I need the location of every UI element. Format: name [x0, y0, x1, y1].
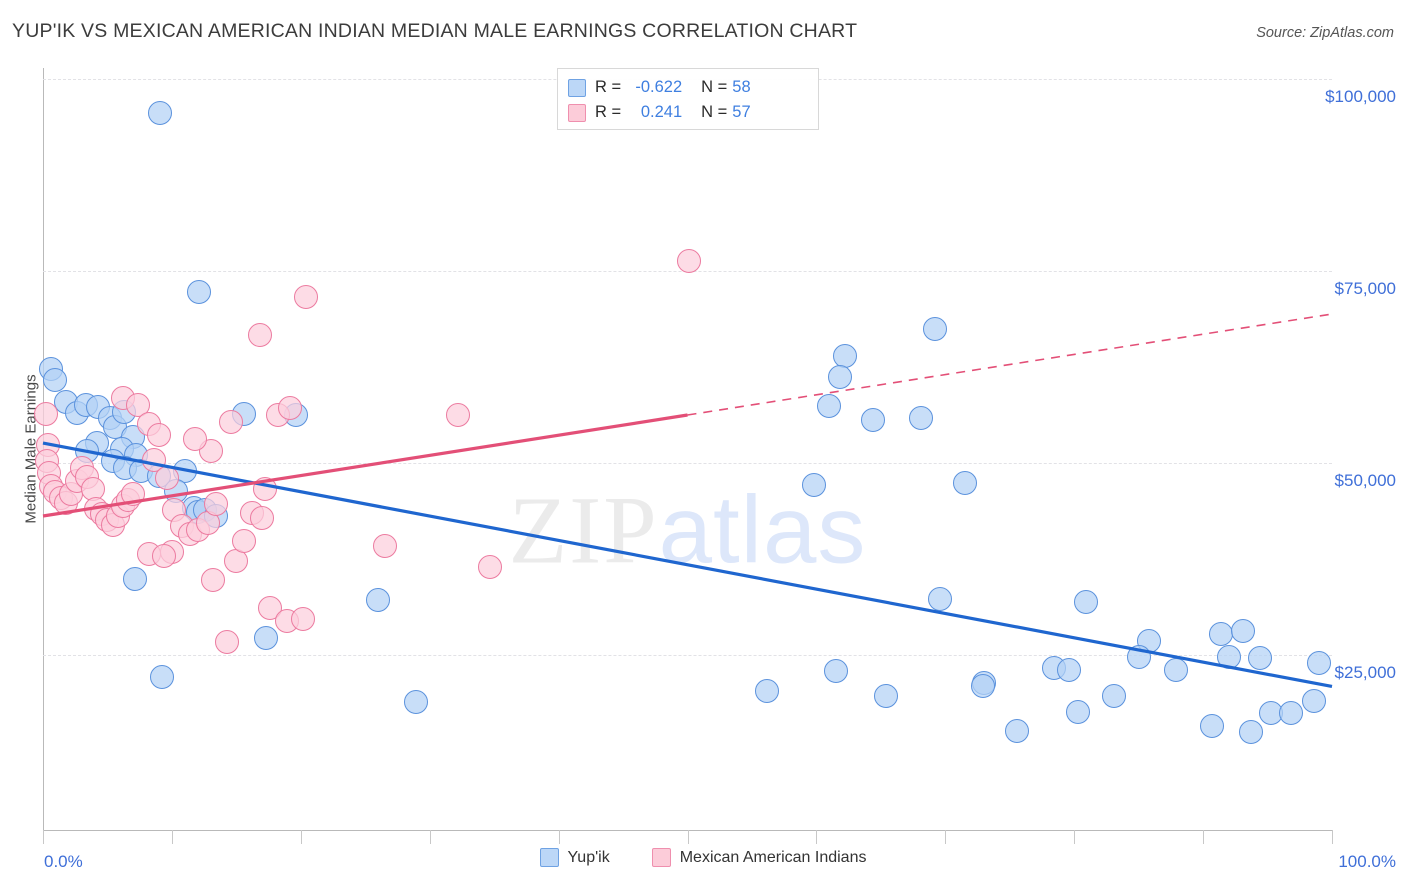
scatter-point	[219, 409, 244, 434]
stats-swatch-yupik	[568, 78, 586, 97]
scatter-point	[827, 364, 852, 389]
scatter-point	[1238, 719, 1263, 744]
x-axis-tick	[43, 830, 44, 844]
scatter-point	[215, 629, 240, 654]
scatter-point	[291, 606, 316, 631]
scatter-point	[874, 683, 898, 708]
x-axis-tick	[171, 830, 173, 844]
scatter-point	[755, 679, 780, 704]
legend-label-yupik: Yup'ik	[567, 848, 610, 866]
scatter-point	[33, 401, 58, 426]
x-axis-tick	[816, 830, 818, 844]
scatter-point	[247, 322, 272, 347]
scatter-point	[1247, 646, 1272, 671]
scatter-point	[293, 285, 318, 310]
scatter-point	[952, 470, 977, 495]
scatter-point	[252, 477, 277, 502]
scatter-point	[817, 394, 842, 419]
scatter-point	[122, 566, 147, 591]
y-axis-label-100000: $100,000	[1325, 87, 1396, 106]
scatter-point	[203, 491, 228, 516]
stats-r-label-yupik: R =	[595, 78, 622, 96]
scatter-point	[676, 249, 701, 274]
scatter-point	[250, 506, 275, 531]
scatter-point	[201, 567, 226, 592]
legend-swatch-yupik	[539, 848, 559, 867]
scatter-point	[928, 586, 953, 611]
x-axis-max-label: 100.0%	[1338, 852, 1396, 871]
scatter-point	[1301, 689, 1326, 714]
scatter-point	[147, 423, 171, 448]
correlation-stats-box: R = -0.622 N = 58 R = 0.241 N = 57	[557, 68, 819, 130]
stats-r-label-mexican-american-indians: R =	[595, 103, 622, 121]
y-axis-label-75000: $75,000	[1334, 279, 1396, 298]
scatter-point	[149, 665, 174, 690]
scatter-point	[154, 466, 179, 491]
scatter-point	[403, 689, 428, 714]
legend-item-mexican-american-indians[interactable]: Mexican American Indians	[651, 848, 867, 867]
stats-row-yupik: R = -0.622 N = 58	[568, 75, 808, 100]
scatter-point	[1209, 622, 1234, 647]
stats-swatch-mexican-american-indians	[568, 103, 586, 122]
scatter-point	[1200, 713, 1225, 738]
stats-n-value-mexican-american-indians: 57	[732, 103, 751, 121]
stats-n-value-yupik: 58	[732, 78, 751, 96]
stats-r-value-yupik: -0.622	[635, 78, 683, 96]
stats-r-value-mexican-american-indians: 0.241	[640, 103, 683, 121]
x-axis-tick	[1203, 830, 1205, 844]
scatter-point	[1073, 590, 1098, 614]
series-legend: Yup'ik Mexican American Indians	[0, 848, 1406, 867]
x-axis-tick	[300, 830, 302, 844]
x-axis-tick	[1074, 830, 1076, 844]
scatter-point	[446, 403, 471, 428]
watermark-atlas: atlas	[658, 476, 867, 584]
watermark-zip: ZIP	[508, 476, 659, 584]
scatter-point	[253, 626, 278, 651]
scatter-point	[372, 533, 397, 558]
scatter-point	[1278, 701, 1303, 726]
scatter-point	[861, 407, 886, 432]
x-axis-tick	[1332, 830, 1333, 844]
x-axis-tick	[945, 830, 947, 844]
scatter-point	[1102, 684, 1127, 709]
scatter-point	[1005, 719, 1030, 744]
gridline-50000	[43, 463, 1332, 464]
stats-n-label-yupik: N =	[701, 78, 728, 96]
y-axis-label-50000: $50,000	[1334, 471, 1396, 490]
stats-n-label-mexican-american-indians: N =	[701, 103, 728, 121]
scatter-point	[478, 555, 503, 580]
plot-area: Median Male Earnings ZIPatlas	[23, 68, 1332, 830]
scatter-point	[1126, 645, 1151, 670]
scatter-point	[148, 100, 173, 125]
scatter-point	[232, 529, 257, 554]
legend-label-mexican-american-indians: Mexican American Indians	[679, 848, 867, 866]
source-note: Source: ZipAtlas.com	[1256, 25, 1394, 41]
scatter-point	[186, 279, 211, 304]
scatter-point	[1216, 645, 1241, 670]
legend-item-yupik[interactable]: Yup'ik	[539, 848, 610, 867]
scatter-point	[970, 674, 995, 699]
scatter-point	[801, 472, 826, 497]
page-title: YUP'IK VS MEXICAN AMERICAN INDIAN MEDIAN…	[12, 20, 858, 42]
scatter-point	[922, 317, 947, 342]
scatter-point	[121, 481, 146, 506]
stats-row-mexican-american-indians: R = 0.241 N = 57	[568, 100, 808, 125]
scatter-point	[823, 659, 848, 684]
scatter-point	[152, 543, 177, 568]
scatter-point	[1066, 699, 1091, 724]
scatter-point	[366, 587, 391, 612]
scatter-point	[908, 406, 933, 431]
x-axis-tick	[687, 830, 689, 844]
legend-swatch-mexican-american-indians	[651, 848, 671, 867]
scatter-point	[1231, 619, 1256, 644]
scatter-point	[1164, 657, 1189, 682]
scatter-point	[1307, 650, 1332, 675]
x-axis-tick	[429, 830, 431, 844]
x-axis-tick	[558, 830, 560, 844]
x-axis-min-label: 0.0%	[44, 852, 83, 871]
y-axis-label-25000: $25,000	[1334, 663, 1396, 682]
scatter-point	[1057, 657, 1082, 682]
scatter-point	[42, 368, 67, 393]
